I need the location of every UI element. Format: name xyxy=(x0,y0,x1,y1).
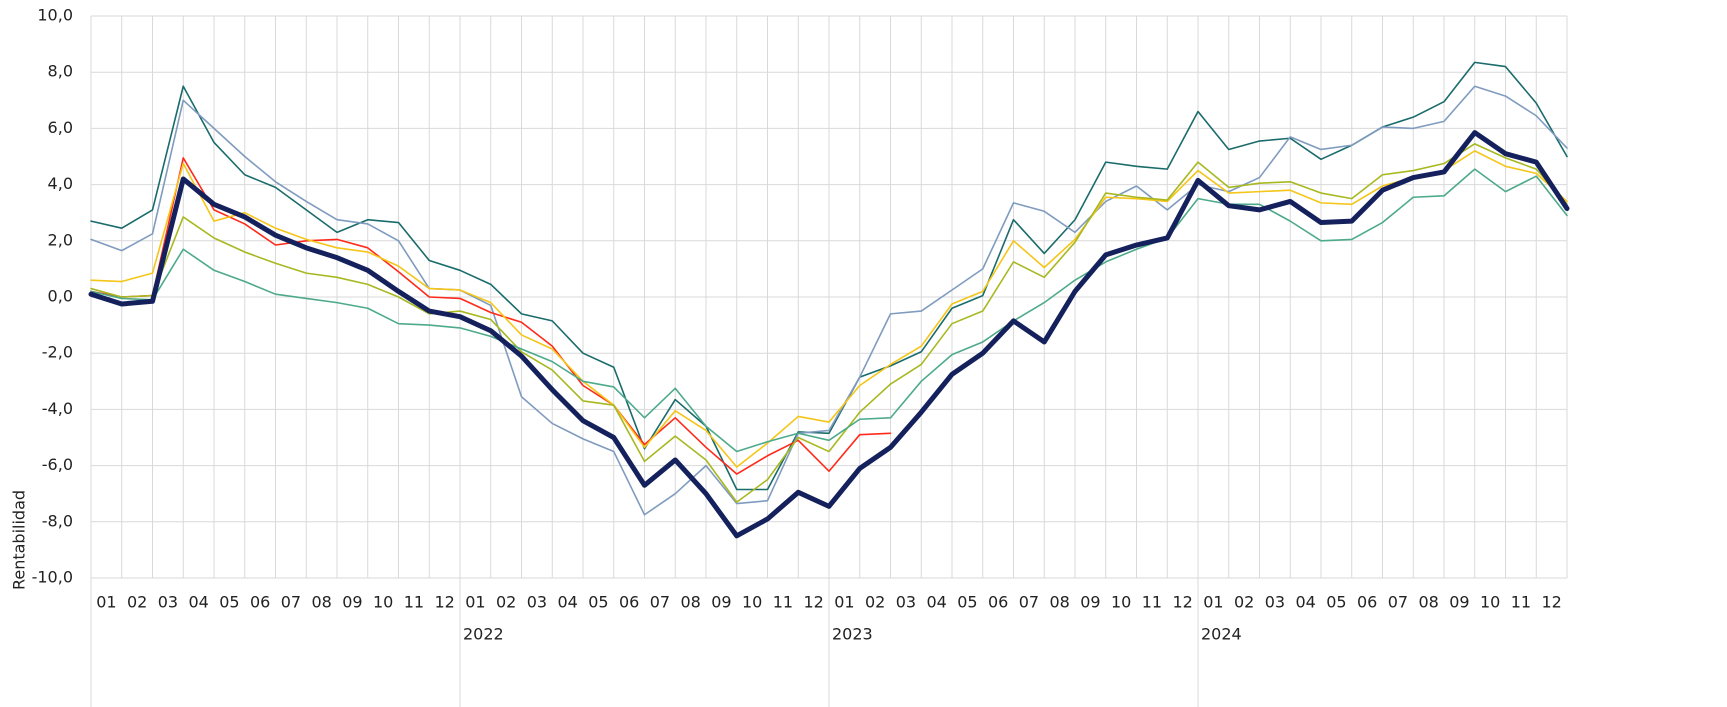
x-tick-label: 09 xyxy=(1080,593,1100,612)
series-line xyxy=(90,143,1568,503)
x-tick-label: 10 xyxy=(742,593,762,612)
y-tick-label: 2,0 xyxy=(48,230,73,249)
x-tick-label: 12 xyxy=(1172,593,1192,612)
y-tick-label: 10,0 xyxy=(37,6,73,25)
x-tick-label: 06 xyxy=(619,593,639,612)
series-line xyxy=(90,157,892,475)
x-tick-label: 12 xyxy=(1541,593,1561,612)
x-tick-label: 10 xyxy=(1111,593,1131,612)
y-tick-label: 8,0 xyxy=(48,62,73,81)
series-line xyxy=(90,85,1568,516)
x-tick-label: 05 xyxy=(1326,593,1346,612)
series-line xyxy=(90,150,1568,468)
y-tick-label: 6,0 xyxy=(48,118,73,137)
series-line xyxy=(88,130,1570,539)
x-tick-label: 02 xyxy=(496,593,516,612)
x-tick-label: 12 xyxy=(434,593,454,612)
x-tick-label: 06 xyxy=(988,593,1008,612)
x-tick-label: 11 xyxy=(1142,593,1162,612)
x-tick-label: 03 xyxy=(158,593,178,612)
x-tick-label: 05 xyxy=(588,593,608,612)
x-tick-label: 08 xyxy=(1418,593,1438,612)
x-tick-label: 12 xyxy=(803,593,823,612)
y-tick-label: -2,0 xyxy=(42,343,73,362)
x-tick-label: 06 xyxy=(1357,593,1377,612)
x-tick-label: 10 xyxy=(373,593,393,612)
x-tick-label: 04 xyxy=(188,593,208,612)
x-tick-label: 09 xyxy=(711,593,731,612)
series-line xyxy=(90,168,1568,453)
x-group-label: 2024 xyxy=(1201,625,1242,644)
y-tick-label: -8,0 xyxy=(42,511,73,530)
x-tick-label: 04 xyxy=(557,593,577,612)
y-tick-label: -6,0 xyxy=(42,455,73,474)
x-tick-label: 08 xyxy=(1049,593,1069,612)
y-tick-label: 4,0 xyxy=(48,174,73,193)
y-axis-title: Rentabilidad xyxy=(10,490,29,590)
x-tick-label: 01 xyxy=(465,593,485,612)
x-tick-label: 03 xyxy=(896,593,916,612)
x-tick-label: 08 xyxy=(311,593,331,612)
x-tick-label: 07 xyxy=(650,593,670,612)
x-tick-label: 08 xyxy=(680,593,700,612)
x-tick-label: 09 xyxy=(1449,593,1469,612)
x-tick-label: 02 xyxy=(1234,593,1254,612)
x-tick-label: 09 xyxy=(342,593,362,612)
x-tick-label: 10 xyxy=(1480,593,1500,612)
x-tick-label: 05 xyxy=(957,593,977,612)
x-tick-label: 01 xyxy=(1203,593,1223,612)
x-tick-label: 03 xyxy=(527,593,547,612)
x-tick-label: 04 xyxy=(1295,593,1315,612)
y-tick-label: -4,0 xyxy=(42,399,73,418)
x-tick-label: 04 xyxy=(926,593,946,612)
x-tick-label: 06 xyxy=(250,593,270,612)
x-tick-label: 07 xyxy=(1019,593,1039,612)
x-tick-label: 11 xyxy=(773,593,793,612)
series-line xyxy=(90,61,1568,491)
x-tick-label: 01 xyxy=(834,593,854,612)
y-tick-label: 0,0 xyxy=(48,287,73,306)
x-tick-label: 02 xyxy=(127,593,147,612)
x-tick-label: 01 xyxy=(96,593,116,612)
x-tick-label: 05 xyxy=(219,593,239,612)
x-group-label: 2023 xyxy=(832,625,873,644)
x-group-label: 2022 xyxy=(463,625,504,644)
x-tick-label: 11 xyxy=(404,593,424,612)
x-tick-label: 03 xyxy=(1265,593,1285,612)
x-tick-label: 02 xyxy=(865,593,885,612)
x-tick-label: 11 xyxy=(1511,593,1531,612)
y-tick-label: -10,0 xyxy=(32,568,73,587)
x-tick-label: 07 xyxy=(281,593,301,612)
x-tick-label: 07 xyxy=(1388,593,1408,612)
